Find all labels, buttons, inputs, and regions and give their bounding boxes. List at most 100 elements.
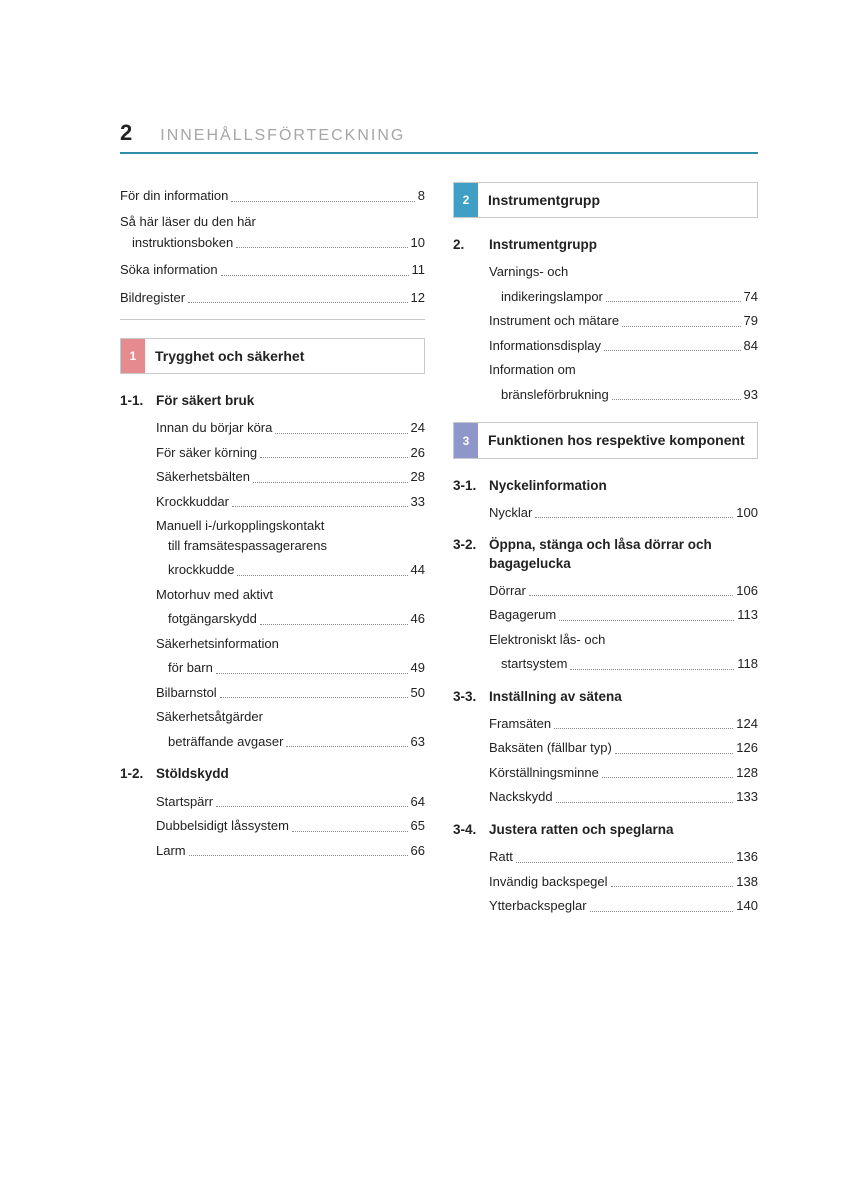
- toc-entry: För din information 8: [120, 186, 425, 206]
- toc-page: 49: [411, 658, 425, 678]
- toc-dots: [554, 728, 733, 729]
- toc-dots: [260, 457, 407, 458]
- toc-dots: [292, 831, 408, 832]
- toc-entry-multiline: Elektroniskt lås- ochstartsystem118: [489, 630, 758, 674]
- section-head: 2.Instrumentgrupp: [453, 236, 758, 254]
- section-items: Framsäten124Baksäten (fällbar typ)126Kör…: [453, 714, 758, 807]
- page: 2 INNEHÅLLSFÖRTECKNING För din informati…: [0, 0, 848, 981]
- toc-page: 138: [736, 872, 758, 892]
- toc-label-line: Manuell i-/urkopplingskontakt: [156, 516, 425, 536]
- section-number: 3-4.: [453, 821, 489, 839]
- column-left: För din information 8 Så här läser du de…: [120, 182, 425, 921]
- toc-page: 65: [411, 816, 425, 836]
- toc-page: 124: [736, 714, 758, 734]
- toc-label: Instrument och mätare: [489, 311, 619, 331]
- toc-label-line: Motorhuv med aktivt: [156, 585, 425, 605]
- toc-dots: [602, 777, 733, 778]
- toc-page: 46: [411, 609, 425, 629]
- toc-page: 10: [411, 233, 425, 253]
- toc-entry: Ratt136: [489, 847, 758, 867]
- section-number: 2.: [453, 236, 489, 254]
- toc-dots: [237, 575, 407, 576]
- section-head: 3-1.Nyckelinformation: [453, 477, 758, 495]
- toc-entry: Bildregister 12: [120, 288, 425, 308]
- toc-page: 12: [411, 288, 425, 308]
- toc-entry: Innan du börjar köra24: [156, 418, 425, 438]
- toc-dots: [188, 302, 408, 303]
- toc-label-line: beträffande avgaser: [156, 732, 283, 752]
- toc-dots: [611, 886, 734, 887]
- toc-page: 79: [744, 311, 758, 331]
- toc-dots: [220, 697, 408, 698]
- toc-label: Framsäten: [489, 714, 551, 734]
- toc-dots: [221, 275, 409, 276]
- toc-page: 126: [736, 738, 758, 758]
- toc-page: 11: [412, 260, 426, 280]
- toc-dots: [231, 201, 414, 202]
- toc-dots: [286, 746, 407, 747]
- section-items: Ratt136 Invändig backspegel 138 Ytterbacksp…: [453, 847, 758, 916]
- toc-entry-multiline: Varnings- och indikeringslampor 74: [489, 262, 758, 306]
- toc-page: 8: [418, 186, 425, 206]
- section-items: Innan du börjar köra24 För säker körning 2…: [120, 418, 425, 751]
- toc-label: Ytterbackspeglar: [489, 896, 587, 916]
- toc-dots: [556, 802, 734, 803]
- toc-page: 50: [411, 683, 425, 703]
- toc-page: 74: [744, 287, 758, 307]
- toc-entry: Ytterbackspeglar140: [489, 896, 758, 916]
- toc-label-line: indikeringslampor: [489, 287, 603, 307]
- toc-page: 24: [411, 418, 425, 438]
- section-items: Nycklar100: [453, 503, 758, 523]
- toc-page: 66: [411, 841, 425, 861]
- chapter-title: Instrumentgrupp: [478, 183, 757, 217]
- toc-label-line: till framsätespassagerarens: [156, 536, 425, 556]
- toc-label: För säker körning: [156, 443, 257, 463]
- toc-dots: [253, 482, 408, 483]
- toc-page: 128: [736, 763, 758, 783]
- toc-label-line: startsystem: [489, 654, 567, 674]
- toc-label: Startspärr: [156, 792, 213, 812]
- toc-label: Baksäten (fällbar typ): [489, 738, 612, 758]
- toc-entry: Framsäten 124: [489, 714, 758, 734]
- toc-label-line: för barn: [156, 658, 213, 678]
- toc-dots: [529, 595, 733, 596]
- toc-label-line: Varnings- och: [489, 262, 758, 282]
- toc-label-line: Säkerhetsåtgärder: [156, 707, 425, 727]
- toc-entry-multiline: Manuell i-/urkopplingskontakttill framsä…: [156, 516, 425, 580]
- toc-label: Dubbelsidigt låssystem: [156, 816, 289, 836]
- chapter-number: 3: [454, 423, 478, 457]
- toc-dots: [275, 433, 407, 434]
- section-head: 3-3.Inställning av sätena: [453, 688, 758, 706]
- toc-dots: [622, 326, 740, 327]
- toc-label-line: Säkerhetsinformation: [156, 634, 425, 654]
- section-title: Instrumentgrupp: [489, 236, 758, 254]
- toc-dots: [236, 247, 407, 248]
- toc-dots: [216, 673, 408, 674]
- toc-label-line2: instruktionsboken: [120, 233, 233, 253]
- toc-entry: Nackskydd133: [489, 787, 758, 807]
- section-title: Justera ratten och speglarna: [489, 821, 758, 839]
- toc-label: Invändig backspegel: [489, 872, 608, 892]
- toc-page: 33: [411, 492, 425, 512]
- toc-page: 106: [736, 581, 758, 601]
- toc-entry: Bilbarnstol50: [156, 683, 425, 703]
- page-header: 2 INNEHÅLLSFÖRTECKNING: [120, 120, 758, 154]
- chapter-box-1: 1 Trygghet och säkerhet: [120, 338, 425, 374]
- toc-entry: Informationsdisplay84: [489, 336, 758, 356]
- header-title: INNEHÅLLSFÖRTECKNING: [160, 127, 405, 145]
- section-title: Stöldskydd: [156, 765, 425, 783]
- toc-entry: Nycklar100: [489, 503, 758, 523]
- chapter-number: 1: [121, 339, 145, 373]
- toc-page: 44: [411, 560, 425, 580]
- intro-block: För din information 8 Så här läser du de…: [120, 186, 425, 320]
- chapter-box-2: 2 Instrumentgrupp: [453, 182, 758, 218]
- toc-entry: Bagagerum113: [489, 605, 758, 625]
- section-items: Dörrar106Bagagerum113Elektroniskt lås- o…: [453, 581, 758, 674]
- toc-page: 26: [411, 443, 425, 463]
- toc-entry: Baksäten (fällbar typ) 126: [489, 738, 758, 758]
- toc-entry: Larm66: [156, 841, 425, 861]
- toc-label: Söka information: [120, 260, 218, 280]
- toc-label-line: Information om: [489, 360, 758, 380]
- toc-label: Ratt: [489, 847, 513, 867]
- page-number: 2: [120, 120, 132, 146]
